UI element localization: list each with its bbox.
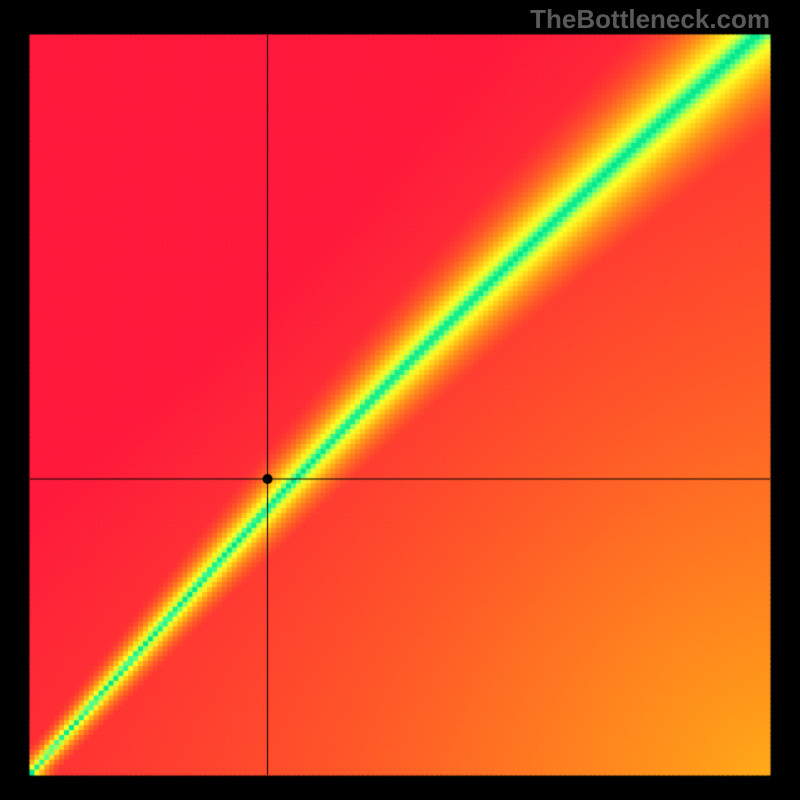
watermark-text: TheBottleneck.com [530, 4, 770, 35]
chart-container: TheBottleneck.com [0, 0, 800, 800]
heatmap-canvas [0, 0, 800, 800]
